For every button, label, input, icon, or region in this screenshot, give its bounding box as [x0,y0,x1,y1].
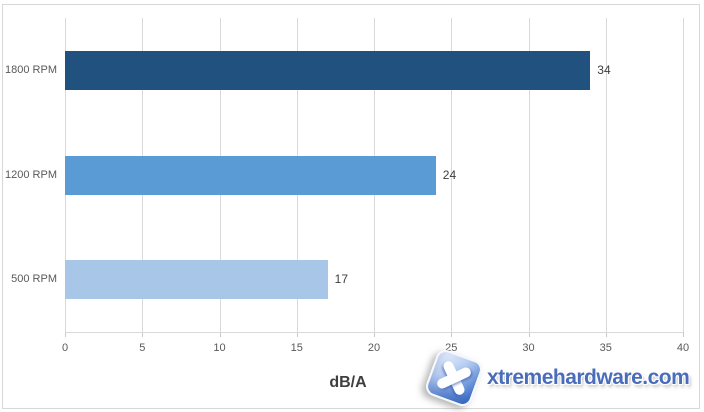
x-axis-tick [219,332,221,337]
data-bar [65,260,328,300]
vertical-gridline [605,18,607,332]
x-axis-line [65,332,683,333]
x-tick-label: 40 [676,342,690,354]
x-tick-label: 20 [367,342,381,354]
vertical-gridline [528,18,530,332]
data-bar [65,50,591,90]
x-tick-label: 35 [599,342,612,354]
x-axis-tick [683,332,684,337]
vertical-gridline [451,18,453,332]
x-axis-tick [65,332,66,337]
data-value-label: 34 [597,62,611,77]
x-axis-tick [374,332,375,337]
x-axis-tick [142,332,144,337]
data-value-label: 17 [334,272,348,287]
data-bar [65,155,436,195]
vertical-gridline [683,18,684,332]
category-label: 500 RPM [11,273,57,286]
x-tick-label: 5 [139,342,146,354]
x-axis-tick [296,332,298,337]
category-label: 1800 RPM [5,63,57,76]
x-tick-label: 10 [213,342,226,354]
x-axis-tick [528,332,530,337]
x-tick-label: 30 [522,342,535,354]
x-tick-label: 0 [61,342,69,354]
x-axis-tick [451,332,453,337]
x-axis-tick [605,332,607,337]
x-tick-label: 15 [290,342,303,354]
x-axis-title: dB/A [329,374,367,391]
category-label: 1200 RPM [5,168,57,181]
watermark-site-text: xtremehardware.com [487,366,690,389]
data-value-label: 24 [442,167,457,182]
